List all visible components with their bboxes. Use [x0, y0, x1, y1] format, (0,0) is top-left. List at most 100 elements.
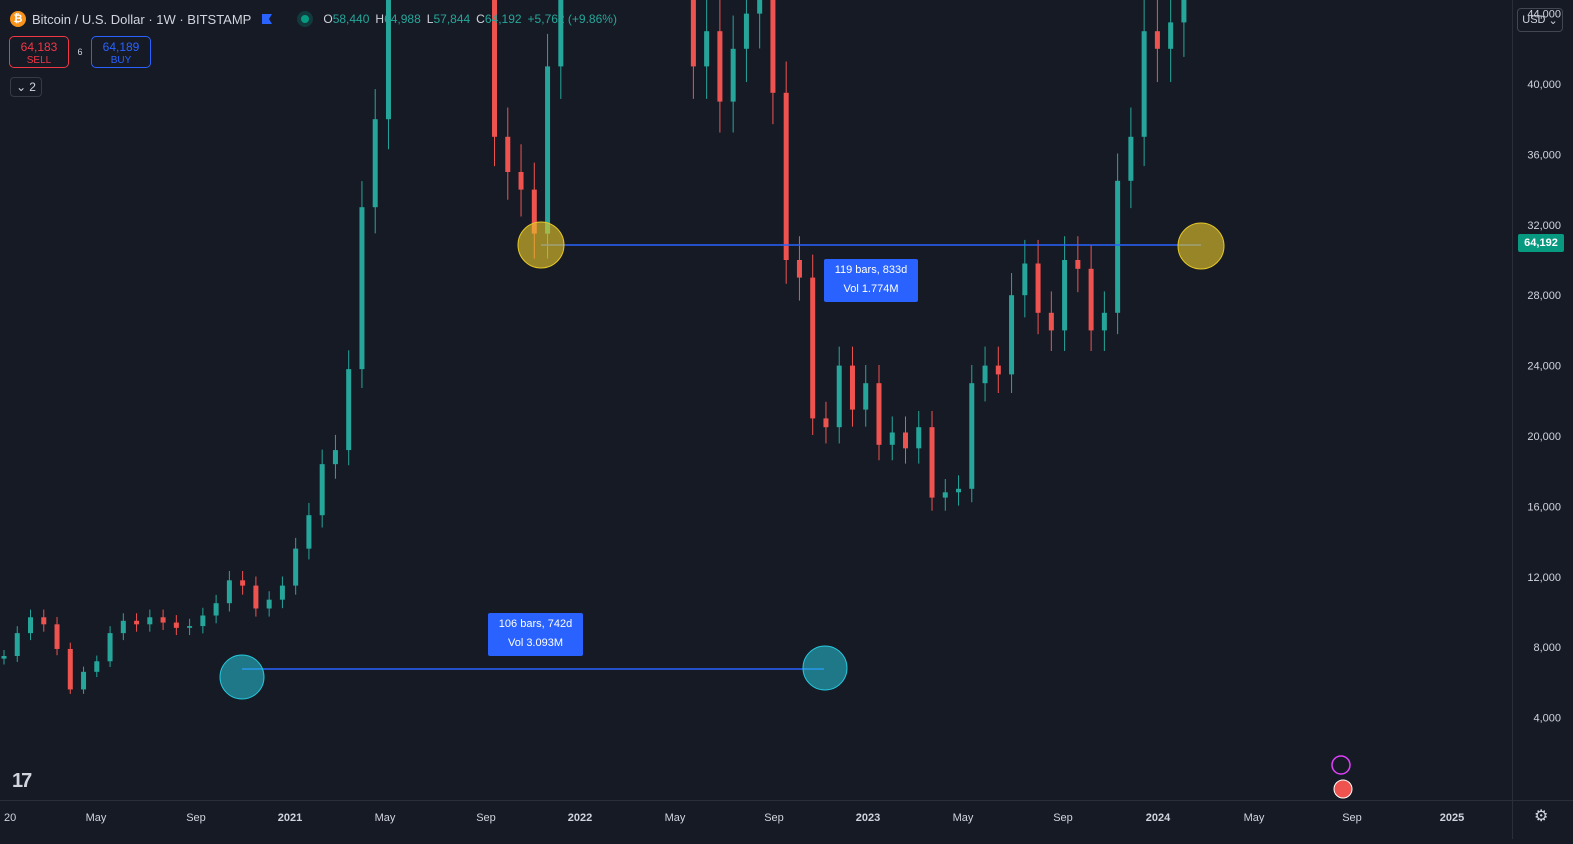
time-tick-label: 2025 — [1440, 812, 1464, 824]
candle-body — [1181, 0, 1187, 23]
candle-body — [28, 617, 34, 634]
measure-bars-1: 106 bars, 742d — [498, 618, 573, 630]
sell-label: SELL — [26, 55, 52, 66]
candle-body — [505, 136, 511, 172]
time-tick-label: 2024 — [1146, 812, 1171, 824]
chevron-down-icon: ⌄ — [1548, 14, 1558, 27]
ohlc-close: C64,192 — [476, 12, 522, 26]
candle-body — [995, 365, 1001, 375]
settings-gear-icon[interactable]: ⚙ — [1534, 808, 1549, 825]
candle-body — [1168, 22, 1174, 49]
time-axis[interactable]: 20 May Sep 2021 May Sep 2022 May Sep 2023 May Sep 20… — [0, 800, 1512, 839]
price-chart[interactable] — [0, 0, 1512, 800]
price-change: +5,762 (+9.86%) — [527, 12, 617, 26]
candle-body — [173, 622, 179, 628]
candle-body — [226, 580, 232, 604]
candle-body — [942, 492, 948, 498]
candle-body — [120, 620, 126, 634]
measure-volume-1: Vol 3.093M — [507, 637, 564, 649]
highlight-circle-low-2 — [802, 645, 848, 691]
market-open-icon — [301, 15, 310, 23]
price-tick-label: 44,000 — [1527, 9, 1561, 21]
candle-body — [796, 260, 802, 278]
candle-body — [903, 432, 909, 449]
candle-body — [319, 464, 325, 516]
candle-body — [1154, 31, 1160, 49]
highlight-circle-high-2 — [1177, 222, 1225, 270]
candle-body — [836, 365, 842, 428]
price-axis[interactable]: 84,00080,00076,00072,00068,00064,00060,0… — [1512, 0, 1573, 800]
candle-body — [332, 450, 338, 465]
candle-body — [306, 515, 312, 549]
ohlc-low: L57,844 — [426, 12, 471, 26]
time-tick-label: Sep — [186, 812, 206, 824]
measure-label-1[interactable]: 106 bars, 742d Vol 3.093M — [488, 613, 583, 656]
spread-value: 6 — [77, 47, 83, 57]
candle-body — [1088, 268, 1094, 331]
price-tick-label: 4,000 — [1533, 713, 1561, 725]
price-tick-label: 28,000 — [1527, 290, 1561, 302]
candle-body — [743, 13, 749, 49]
candle-body — [293, 548, 299, 586]
time-tick-label: May — [953, 812, 974, 824]
candle-body — [94, 661, 100, 672]
chart-area[interactable] — [0, 0, 1512, 800]
indicators-count: 2 — [29, 80, 36, 94]
time-tick-label: 2023 — [856, 812, 880, 824]
price-tick-label: 36,000 — [1527, 149, 1561, 161]
candle-body — [956, 488, 962, 493]
candle-body — [160, 617, 166, 623]
price-tick-label: 16,000 — [1527, 501, 1561, 513]
candle-body — [717, 31, 723, 102]
sell-button[interactable]: 64,183 SELL — [9, 36, 69, 68]
candle-body — [279, 585, 285, 600]
buy-price: 64,189 — [102, 40, 140, 54]
time-tick-label: Sep — [1053, 812, 1073, 824]
candle-body — [770, 0, 776, 93]
candle-body — [200, 615, 206, 627]
lightning-icon — [1331, 755, 1351, 775]
candle-body — [54, 624, 60, 649]
tradingview-logo[interactable]: 17 — [12, 770, 32, 792]
candle-body — [916, 427, 922, 449]
candle-body — [876, 383, 882, 445]
candle-body — [385, 0, 391, 120]
candle-body — [41, 617, 47, 625]
indicators-toggle-button[interactable]: ⌄ 2 — [10, 77, 42, 97]
flag-icon[interactable] — [261, 13, 273, 25]
candle-body — [346, 369, 352, 451]
candle-body — [849, 365, 855, 410]
currency-select[interactable]: USD ⌄ — [1517, 8, 1563, 32]
highlight-circle-low-1 — [219, 654, 265, 700]
candle-body — [213, 603, 219, 616]
ohlc-open: O58,440 — [323, 12, 370, 26]
buy-button[interactable]: 64,189 BUY — [91, 36, 151, 68]
price-tick-label: 20,000 — [1527, 431, 1561, 443]
axis-corner — [1512, 800, 1573, 839]
trade-buttons: 64,183 SELL 6 64,189 BUY — [9, 36, 151, 68]
candle-body — [1035, 263, 1041, 313]
chevron-down-icon: ⌄ — [16, 80, 27, 94]
candle-body — [107, 633, 113, 662]
measure-label-2[interactable]: 119 bars, 833d Vol 1.774M — [824, 259, 918, 302]
candle-body — [1141, 31, 1147, 137]
time-tick-label: May — [1244, 812, 1265, 824]
candle-body — [863, 383, 869, 410]
price-tick-label: 40,000 — [1527, 79, 1561, 91]
candle-body — [518, 172, 524, 190]
candle-body — [783, 92, 789, 260]
price-tick-label: 12,000 — [1527, 572, 1561, 584]
candle-body — [558, 0, 564, 67]
candle-body — [1, 656, 7, 659]
candle-body — [730, 48, 736, 102]
time-tick-label: May — [86, 812, 107, 824]
us-flag-icon — [1333, 779, 1353, 799]
candle-body — [810, 277, 816, 419]
candle-body — [531, 189, 537, 234]
candle-body — [134, 620, 140, 625]
symbol-title[interactable]: Bitcoin / U.S. Dollar · 1W · BITSTAMP — [32, 11, 252, 27]
candle-body — [187, 626, 193, 628]
time-tick-label: Sep — [764, 812, 784, 824]
candle-body — [67, 648, 73, 690]
time-tick-label: May — [375, 812, 396, 824]
